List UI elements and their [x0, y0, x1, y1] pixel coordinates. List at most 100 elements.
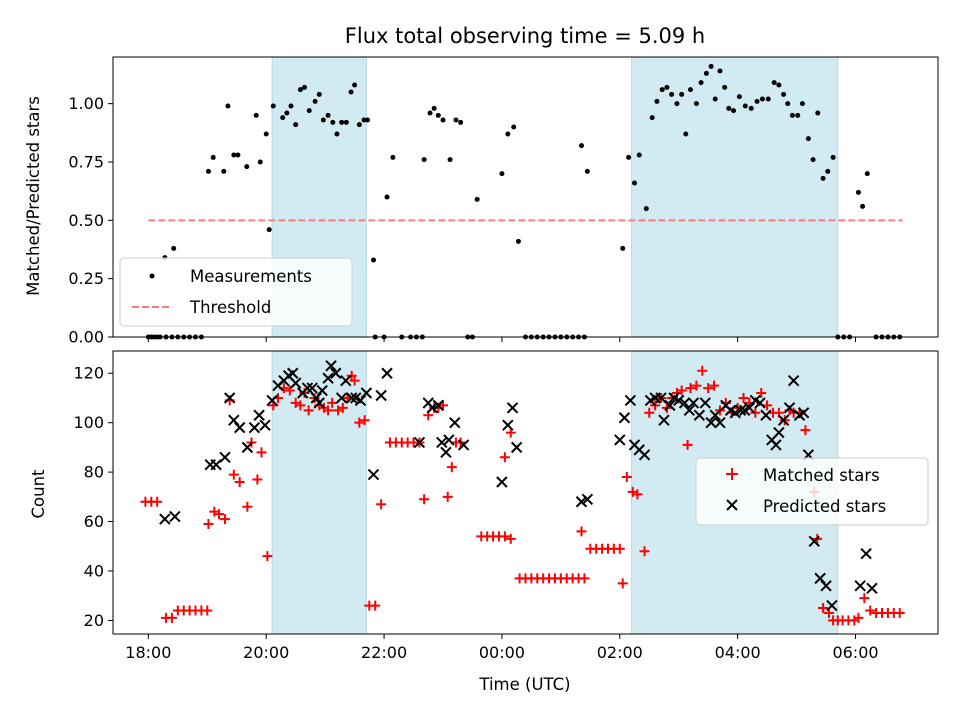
matched-star-point	[499, 531, 510, 542]
measurement-point	[499, 171, 505, 177]
legend-measurements-label: Measurements	[190, 267, 312, 286]
measurement-point	[384, 194, 390, 200]
measurement-point	[339, 119, 345, 125]
matched-star-point	[859, 593, 870, 604]
ratio-y-axis-label: Matched/Predicted stars	[24, 96, 43, 296]
predicted-star-point	[219, 451, 231, 463]
measurement-point	[221, 168, 227, 174]
measurement-point	[365, 117, 371, 123]
measurement-point	[754, 98, 760, 104]
predicted-star-point	[322, 372, 334, 384]
predicted-star-point	[266, 394, 278, 407]
x-tick-label: 18:00	[125, 643, 171, 662]
predicted-star-point	[820, 580, 832, 592]
predicted-star-point	[330, 367, 342, 379]
predicted-star-point	[687, 397, 700, 409]
matched-star-point	[337, 402, 348, 413]
measurement-point	[458, 119, 464, 125]
measurement-point	[674, 101, 680, 107]
matched-star-point	[800, 425, 811, 436]
measurement-point	[632, 180, 638, 186]
matched-star-point	[505, 533, 516, 544]
measurement-point	[244, 164, 250, 170]
ratio-panel-frame	[112, 56, 939, 338]
measurement-point	[830, 154, 836, 160]
predicted-star-point	[624, 394, 637, 407]
measurement-point	[325, 112, 331, 118]
matched-star-point	[738, 392, 749, 403]
predicted-star-point	[449, 416, 461, 429]
predicted-star-point	[375, 389, 387, 402]
predicted-star-point	[440, 446, 452, 459]
predicted-star-point	[340, 374, 352, 387]
matched-star-point	[576, 526, 587, 537]
measurement-point	[712, 96, 718, 102]
measurement-point	[643, 206, 649, 212]
matched-star-point	[419, 494, 430, 505]
time-x-axis: 18:00 20:00 22:00 00:00 02:00 04:00 06:00	[125, 634, 879, 662]
measurement-point	[284, 110, 290, 116]
predicted-star-point	[381, 367, 393, 379]
measurement-point	[257, 159, 263, 165]
predicted-star-point	[259, 419, 271, 431]
y-tick-label: 20	[84, 611, 104, 630]
matched-star-point	[203, 519, 214, 530]
measurement-point	[664, 84, 670, 90]
measurement-point	[293, 122, 299, 128]
predicted-star-point	[169, 510, 181, 523]
measurement-point	[266, 227, 272, 233]
predicted-star-point	[457, 439, 470, 451]
predicted-star-point	[658, 414, 670, 426]
predicted-star-point	[860, 547, 872, 560]
predicted-star-point	[159, 513, 171, 525]
measurement-point	[698, 80, 704, 86]
measurement-point	[742, 103, 748, 109]
measurement-point	[297, 87, 303, 93]
matched-star-point	[442, 491, 453, 502]
measurement-point	[659, 87, 665, 93]
measurement-point	[860, 203, 866, 209]
predicted-star-point	[664, 399, 676, 412]
count-y-axis-label: Count	[29, 469, 48, 519]
legend-predicted-marker	[726, 499, 738, 511]
measurement-point	[771, 80, 777, 86]
predicted-star-point	[814, 572, 826, 585]
matched-star-point	[234, 476, 245, 487]
measurement-point	[864, 171, 870, 177]
matched-star-point	[644, 407, 655, 418]
predicted-star-point	[306, 382, 318, 394]
matched-star-point	[685, 383, 696, 394]
predicted-star-point	[510, 441, 523, 454]
measurement-point	[205, 168, 211, 174]
measurement-point	[688, 87, 693, 93]
matched-star-point	[349, 375, 360, 386]
predicted-star-point	[760, 409, 772, 421]
matched-star-point	[703, 383, 714, 394]
predicted-star-point	[854, 580, 866, 592]
predicted-star-point	[367, 468, 380, 481]
predicted-star-point	[360, 387, 373, 399]
measurement-point	[649, 115, 655, 121]
matched-star-point	[323, 405, 334, 416]
measurement-point	[435, 112, 441, 118]
measurement-point	[343, 119, 349, 125]
measurement-point	[693, 101, 699, 107]
measurement-point	[620, 245, 626, 251]
measurement-point	[505, 131, 511, 137]
matched-star-point	[202, 605, 213, 616]
count-panel: 20 40 60 80 100 120 18:00 20:00 22:00 00:00 02:00…	[29, 350, 939, 694]
measurement-point	[578, 143, 584, 149]
y-tick-label: 120	[73, 364, 104, 383]
predicted-star-point	[345, 392, 358, 404]
measurement-point	[370, 257, 376, 263]
predicted-star-point	[301, 382, 314, 394]
measurement-point	[679, 91, 685, 97]
predicted-star-point	[683, 404, 696, 417]
predicted-star-point	[797, 407, 810, 419]
legend-matched-marker	[726, 468, 738, 480]
observing-window-2	[631, 56, 839, 338]
measurement-point	[288, 103, 294, 109]
measurement-point	[352, 82, 358, 88]
measurement-point	[280, 115, 286, 121]
predicted-star-point	[354, 394, 367, 407]
